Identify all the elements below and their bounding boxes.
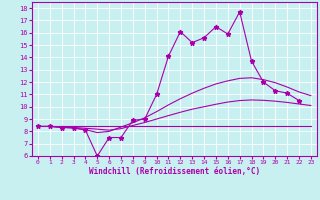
X-axis label: Windchill (Refroidissement éolien,°C): Windchill (Refroidissement éolien,°C) <box>89 167 260 176</box>
